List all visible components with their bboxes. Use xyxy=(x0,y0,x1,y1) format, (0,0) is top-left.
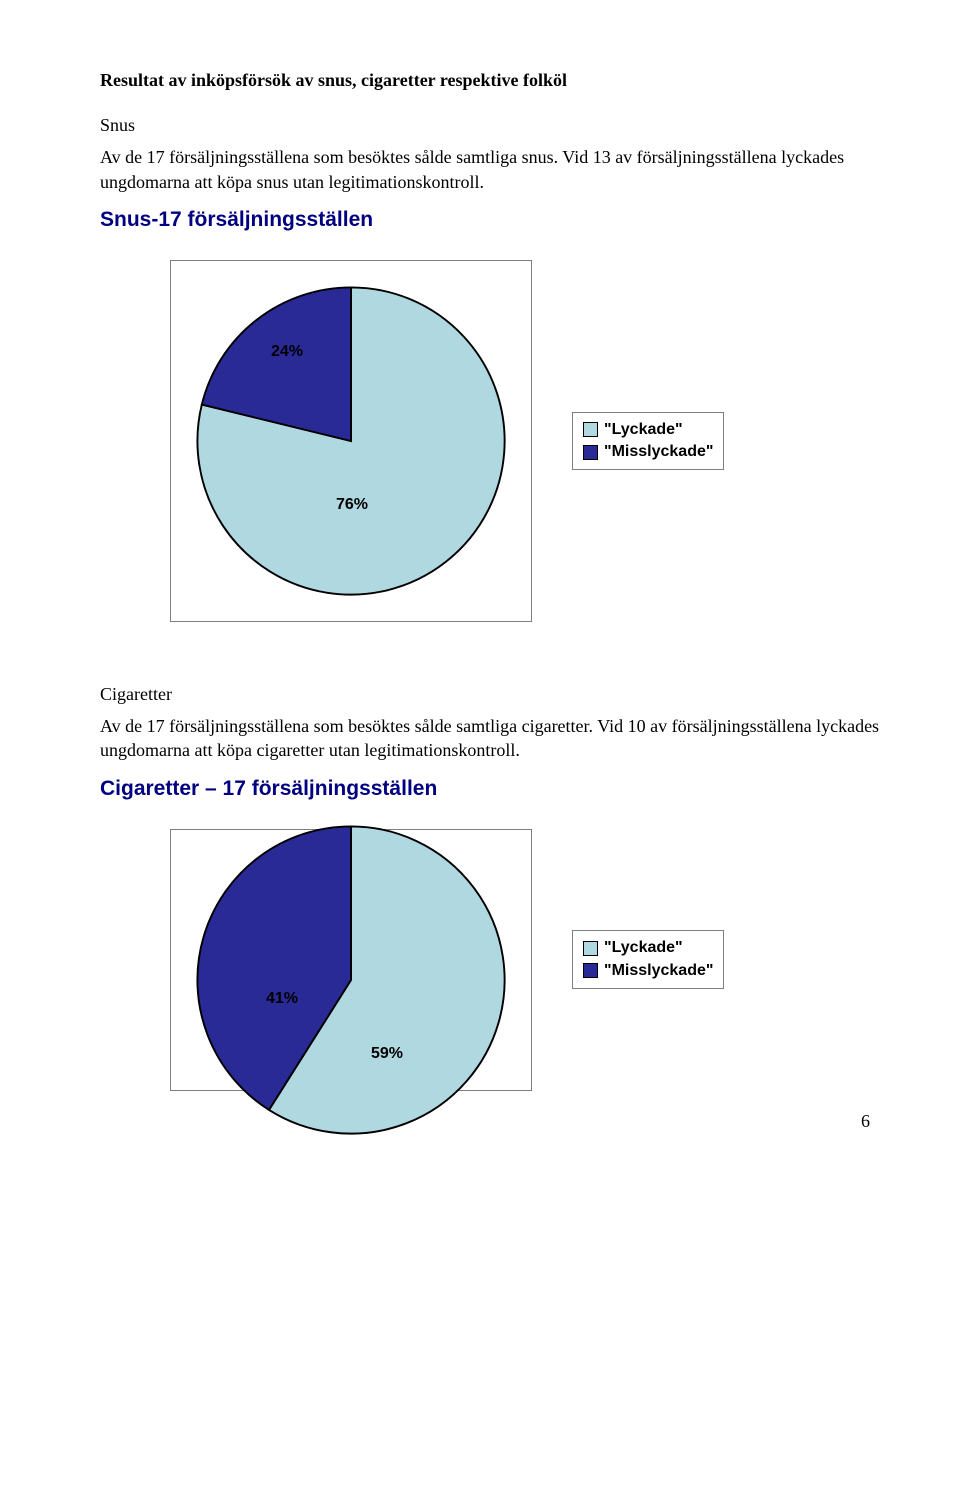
swatch-lyckade xyxy=(583,422,598,437)
snus-subheading: Snus xyxy=(100,113,880,137)
legend-label-misslyckade: "Misslyckade" xyxy=(604,441,713,463)
cig-swatch-lyckade xyxy=(583,941,598,956)
snus-chart-title: Snus-17 försäljningsställen xyxy=(100,208,880,232)
cig-legend-label-misslyckade: "Misslyckade" xyxy=(604,960,713,982)
cig-legend-label-lyckade: "Lyckade" xyxy=(604,937,683,959)
cig-chart-title: Cigaretter – 17 försäljningsställen xyxy=(100,777,880,801)
swatch-misslyckade xyxy=(583,445,598,460)
cig-pie-svg xyxy=(191,820,511,1140)
snus-pie-svg xyxy=(191,281,511,601)
main-heading: Resultat av inköpsförsök av snus, cigare… xyxy=(100,70,880,91)
snus-paragraph: Av de 17 försäljningsställena som besökt… xyxy=(100,145,880,194)
cig-pct-lyckade: 59% xyxy=(371,1045,403,1063)
cig-subheading: Cigaretter xyxy=(100,682,880,706)
snus-pie-container: 24% 76% xyxy=(170,260,532,622)
cig-legend-row-misslyckade: "Misslyckade" xyxy=(583,960,713,982)
legend-row-misslyckade: "Misslyckade" xyxy=(583,441,713,463)
cig-legend-row-lyckade: "Lyckade" xyxy=(583,937,713,959)
legend-row-lyckade: "Lyckade" xyxy=(583,419,713,441)
cig-legend: "Lyckade" "Misslyckade" xyxy=(572,930,724,989)
snus-pct-misslyckade: 24% xyxy=(271,343,303,361)
cig-paragraph: Av de 17 försäljningsställena som besökt… xyxy=(100,714,880,763)
cig-swatch-misslyckade xyxy=(583,963,598,978)
legend-label-lyckade: "Lyckade" xyxy=(604,419,683,441)
snus-legend: "Lyckade" "Misslyckade" xyxy=(572,412,724,471)
snus-pct-lyckade: 76% xyxy=(336,496,368,514)
snus-chart-row: 24% 76% "Lyckade" "Misslyckade" xyxy=(170,260,880,622)
cig-pie-container: 41% 59% xyxy=(170,829,532,1091)
cig-pct-misslyckade: 41% xyxy=(266,990,298,1008)
cig-chart-row: 41% 59% "Lyckade" "Misslyckade" xyxy=(170,829,880,1091)
